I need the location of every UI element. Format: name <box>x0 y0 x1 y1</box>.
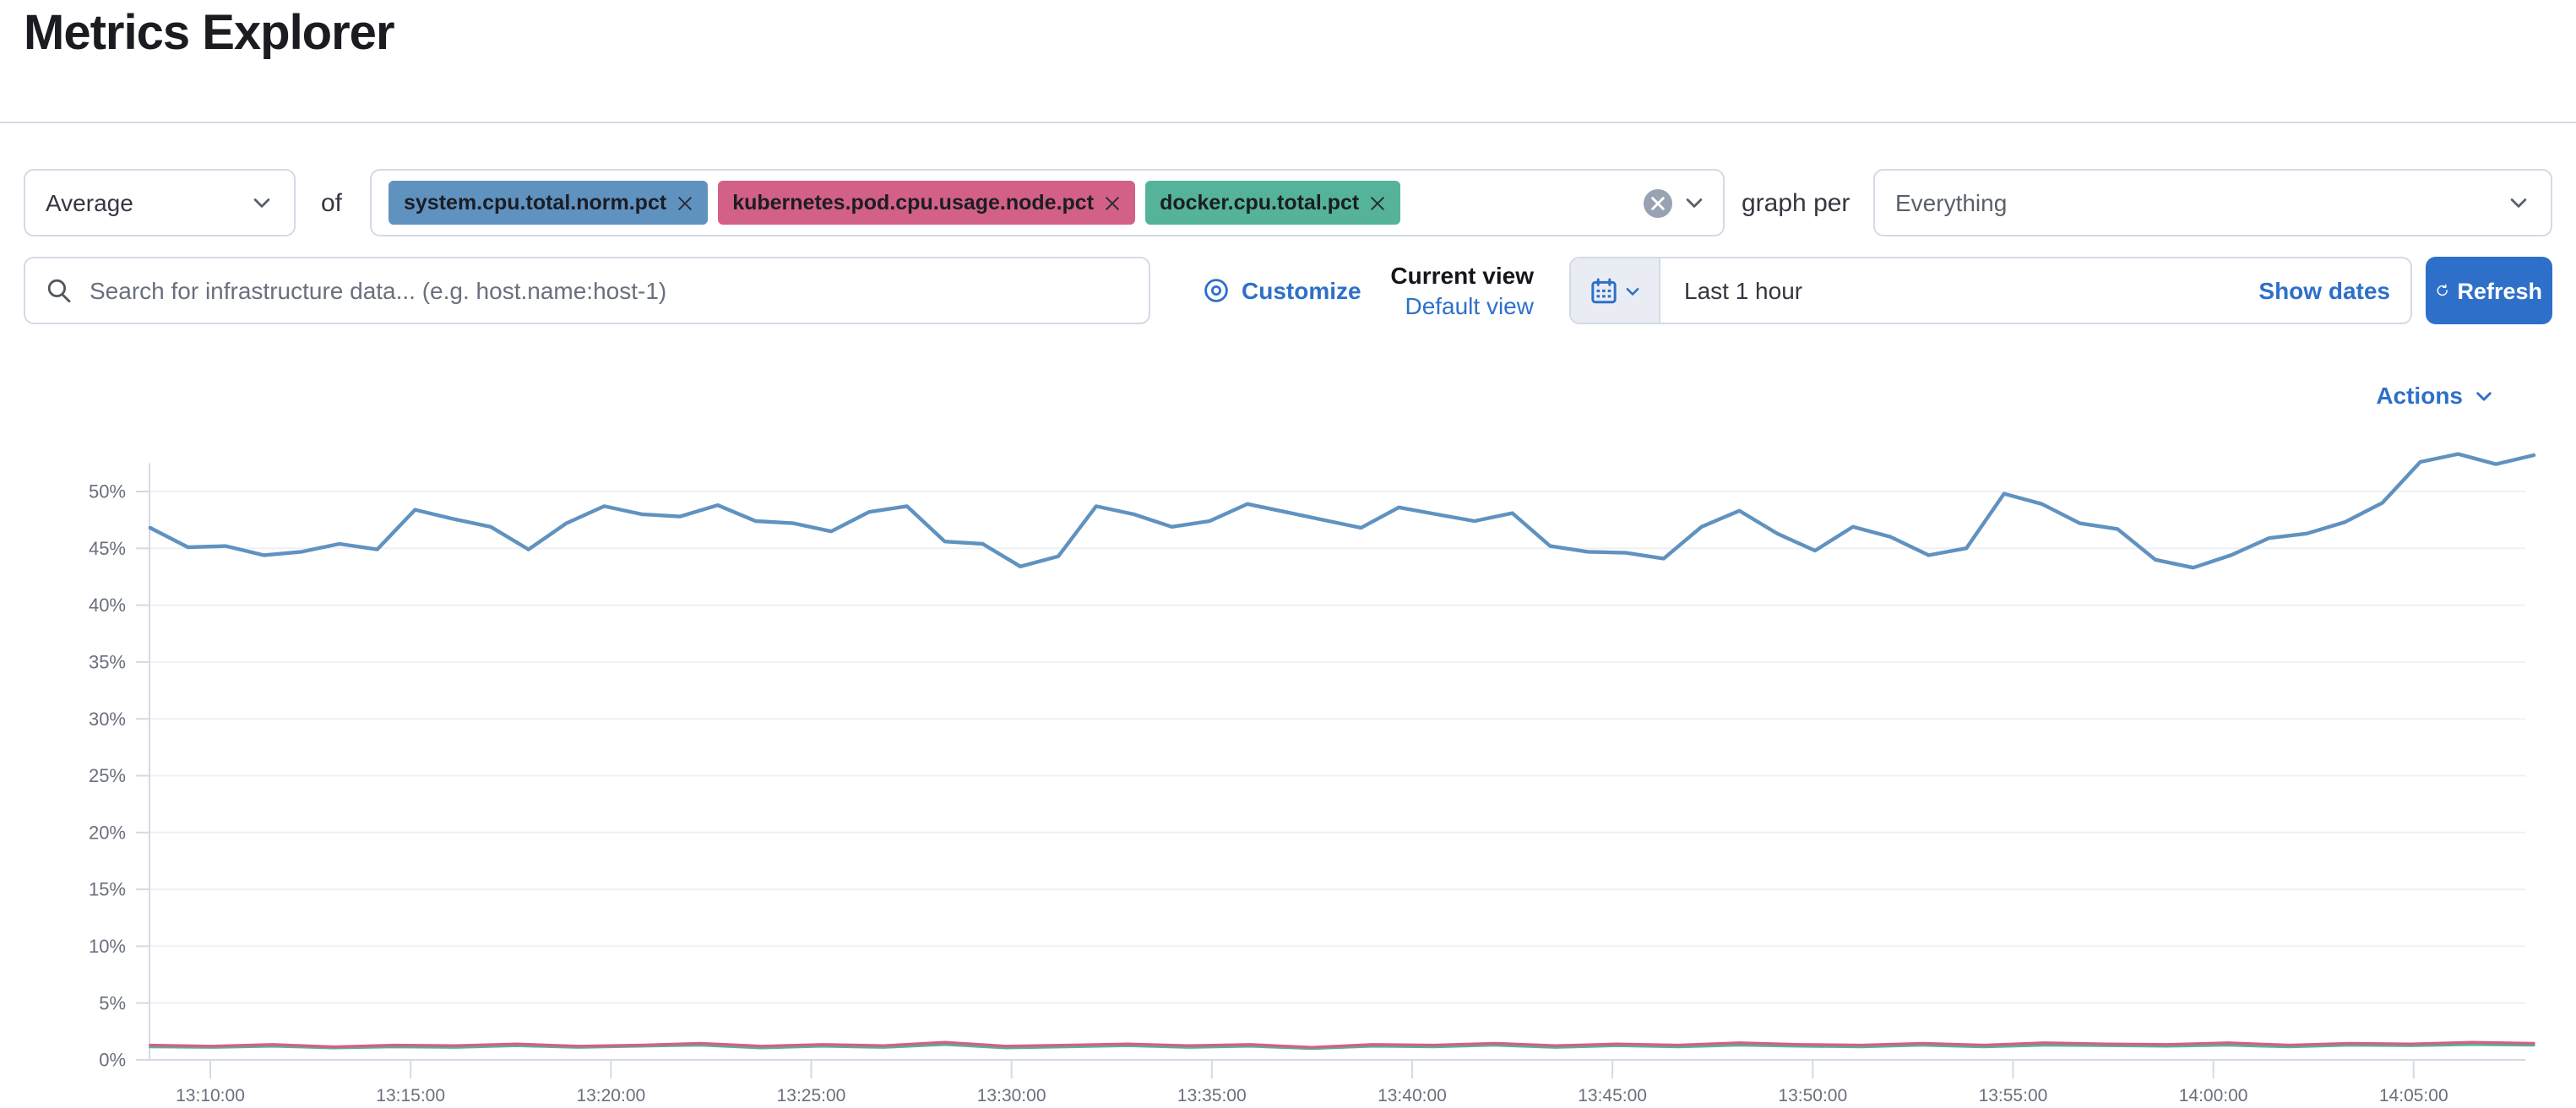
clear-metrics-button[interactable] <box>1644 188 1672 217</box>
chevron-down-icon <box>2476 391 2492 400</box>
actions-label: Actions <box>2376 382 2463 409</box>
x-axis-label: 13:45:00 <box>1578 1086 1647 1105</box>
aggregation-select[interactable]: Average <box>24 169 296 236</box>
metric-tag-label: docker.cpu.total.pct <box>1160 191 1360 215</box>
x-axis-label: 13:40:00 <box>1378 1086 1447 1105</box>
y-axis-label: 25% <box>89 765 126 786</box>
show-dates-button[interactable]: Show dates <box>2258 277 2390 304</box>
group-by-value: Everything <box>1895 189 2008 216</box>
x-axis-label: 14:00:00 <box>2179 1086 2248 1105</box>
chevron-down-icon <box>253 198 270 208</box>
search-input[interactable] <box>86 275 1128 306</box>
x-axis-label: 13:50:00 <box>1778 1086 1847 1105</box>
date-picker-quick-menu[interactable] <box>1571 258 1660 323</box>
metric-tag-list: system.cpu.total.norm.pct kubernetes.pod.… <box>389 181 1633 225</box>
chevron-down-icon <box>1625 287 1639 295</box>
x-axis-label: 13:20:00 <box>576 1086 645 1105</box>
y-axis-label: 20% <box>89 822 126 843</box>
series-line-kubernetes.pod.cpu.usage.node.pct <box>149 1040 2535 1049</box>
x-axis-label: 13:15:00 <box>376 1086 445 1105</box>
x-axis-label: 13:55:00 <box>1979 1086 2048 1105</box>
chevron-down-icon <box>2510 198 2527 208</box>
metric-tag[interactable]: kubernetes.pod.cpu.usage.node.pct <box>717 181 1135 225</box>
current-view-label: Current view <box>1390 262 1534 289</box>
view-switcher: Current view Default view <box>1334 257 1534 324</box>
clear-x-icon <box>1651 196 1665 209</box>
customize-label: Customize <box>1242 277 1361 304</box>
x-axis-label: 13:10:00 <box>176 1086 245 1105</box>
metric-tag[interactable]: docker.cpu.total.pct <box>1144 181 1400 225</box>
y-axis-label: 5% <box>99 992 126 1013</box>
group-by-select[interactable]: Everything <box>1873 169 2552 236</box>
calendar-icon <box>1590 277 1616 303</box>
y-axis-label: 50% <box>89 481 126 502</box>
y-axis-label: 35% <box>89 652 126 673</box>
remove-metric-icon[interactable] <box>677 195 692 210</box>
x-axis-label: 14:05:00 <box>2379 1086 2448 1105</box>
actions-menu-button[interactable]: Actions <box>2376 382 2495 409</box>
of-label: of <box>321 188 343 217</box>
y-axis-label: 10% <box>89 936 126 957</box>
chevron-down-icon[interactable] <box>1682 191 1706 215</box>
date-picker: Last 1 hour Show dates <box>1569 257 2412 324</box>
customize-button[interactable]: Customize <box>1203 257 1361 324</box>
metric-tag-label: kubernetes.pod.cpu.usage.node.pct <box>732 191 1095 215</box>
customize-eye-icon <box>1204 279 1228 302</box>
x-axis-label: 13:30:00 <box>977 1086 1046 1105</box>
header-divider <box>0 122 2576 123</box>
metric-tag-label: system.cpu.total.norm.pct <box>404 191 667 215</box>
time-range-value[interactable]: Last 1 hour <box>1684 277 1803 304</box>
refresh-button[interactable]: Refresh <box>2426 257 2552 324</box>
search-icon <box>47 279 71 303</box>
remove-metric-icon[interactable] <box>1369 195 1384 210</box>
remove-metric-icon[interactable] <box>1104 195 1119 210</box>
aggregation-value: Average <box>46 189 133 216</box>
default-view-link[interactable]: Default view <box>1405 292 1534 319</box>
metrics-combo-box[interactable]: system.cpu.total.norm.pct kubernetes.pod.… <box>370 169 1725 236</box>
aggregation-row: Average of system.cpu.total.norm.pct kube… <box>0 169 2576 236</box>
refresh-label: Refresh <box>2457 278 2542 303</box>
y-axis-label: 0% <box>99 1050 126 1071</box>
y-axis-label: 45% <box>89 538 126 559</box>
y-axis-label: 15% <box>89 879 126 900</box>
y-axis-label: 40% <box>89 595 126 616</box>
metric-tag[interactable]: system.cpu.total.norm.pct <box>389 181 708 225</box>
toolbar-row: Customize Current view Default view Last… <box>0 257 2576 324</box>
graph-per-label: graph per <box>1742 188 1850 217</box>
series-line-system.cpu.total.norm.pct <box>148 452 2536 570</box>
x-axis-label: 13:25:00 <box>777 1086 846 1105</box>
refresh-icon <box>2437 284 2448 296</box>
search-box[interactable] <box>24 257 1150 324</box>
x-axis-label: 13:35:00 <box>1177 1086 1247 1105</box>
y-axis-label: 30% <box>89 709 126 730</box>
page-title: Metrics Explorer <box>24 7 395 61</box>
